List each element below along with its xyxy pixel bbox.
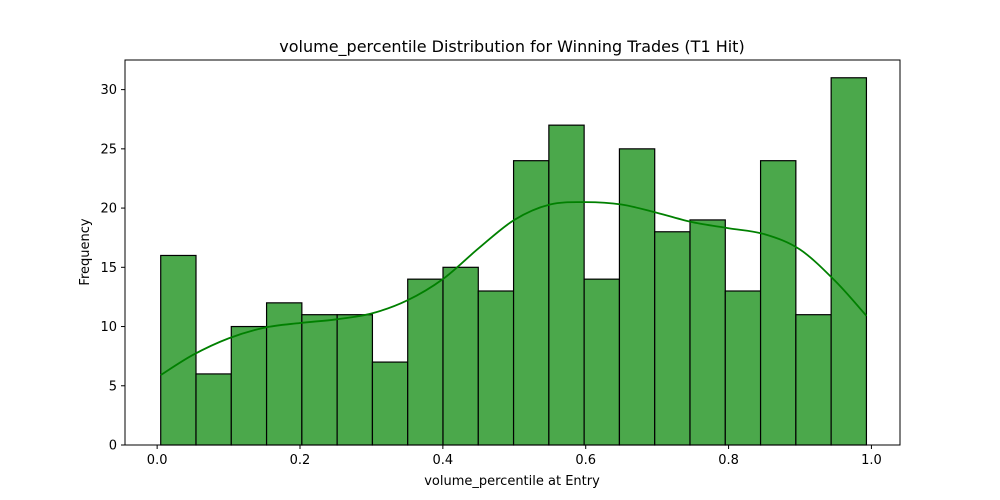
histogram-bar	[830, 77, 868, 446]
y-tick-label: 0	[109, 439, 117, 454]
histogram-bar	[759, 160, 797, 446]
histogram-bar	[724, 290, 762, 446]
histogram-bar	[160, 254, 197, 446]
histogram-bar	[336, 314, 374, 446]
bars-group	[160, 77, 868, 446]
x-tick-label: 1.0	[861, 453, 882, 468]
y-tick-label: 30	[100, 83, 117, 98]
histogram-bar	[407, 278, 444, 446]
y-tick-label: 10	[100, 320, 117, 335]
plot-frame	[124, 59, 901, 446]
y-axis-label: Frequency	[78, 218, 93, 285]
histogram-bar	[548, 124, 585, 446]
x-tick-label: 0.2	[290, 453, 311, 468]
histogram-bar	[477, 290, 515, 446]
x-tick-label: 0.0	[147, 453, 168, 468]
x-tick-label: 0.6	[575, 453, 596, 468]
chart-title: volume_percentile Distribution for Winni…	[279, 37, 744, 57]
x-axis-ticks: 0.0 0.2 0.4 0.6 0.8 1.0	[147, 445, 882, 468]
x-axis-label: volume_percentile at Entry	[424, 474, 600, 489]
histogram-bar	[301, 314, 338, 446]
histogram-bar	[618, 148, 656, 446]
x-tick-label: 0.8	[718, 453, 739, 468]
histogram-bar	[512, 160, 550, 446]
histogram-bar	[195, 373, 232, 446]
y-tick-label: 15	[100, 261, 117, 276]
y-tick-label: 25	[100, 142, 117, 157]
histogram-bar	[442, 266, 479, 446]
kde-curve	[160, 201, 868, 376]
y-axis-ticks: 0 5 10 15 20 25 30	[100, 83, 125, 454]
y-tick-label: 20	[100, 202, 117, 217]
histogram-bar	[371, 361, 409, 446]
histogram-bar	[230, 325, 268, 446]
histogram-bar	[795, 314, 832, 446]
y-tick-label: 5	[109, 379, 117, 394]
histogram-bar	[583, 278, 621, 446]
histogram-bar	[654, 231, 691, 446]
histogram-bar	[689, 219, 726, 446]
x-tick-label: 0.4	[433, 453, 454, 468]
